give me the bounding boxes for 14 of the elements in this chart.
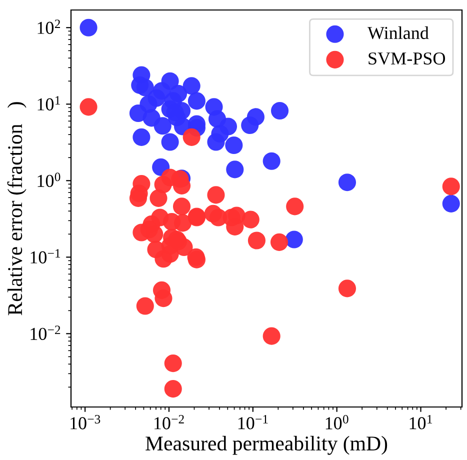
legend-label: Winland [368, 26, 429, 40]
x-tick-label: 10$^{1}$ [410, 414, 432, 430]
legend-label: SVM-PSO [368, 52, 446, 65]
x-tick-label: 10$^{0}$ [326, 414, 348, 430]
y-tick-label: 10$^{−1}$ [30, 249, 60, 264]
y-tick-label: 10$^{1}$ [38, 96, 60, 110]
x-axis-title: Measured permeability (mD) [146, 436, 388, 455]
x-tick-label: 10$^{−2}$ [154, 414, 184, 430]
x-tick-label: 10$^{−1}$ [238, 414, 268, 430]
y-tick-label: 10$^{2}$ [38, 20, 60, 34]
y-tick-label: 10$^{0}$ [38, 172, 60, 188]
y-axis-title: Relative error (fraction ) [7, 102, 26, 316]
y-tick-label: 10$^{−2}$ [30, 326, 60, 340]
x-tick-label: 10$^{−3}$ [70, 414, 100, 430]
